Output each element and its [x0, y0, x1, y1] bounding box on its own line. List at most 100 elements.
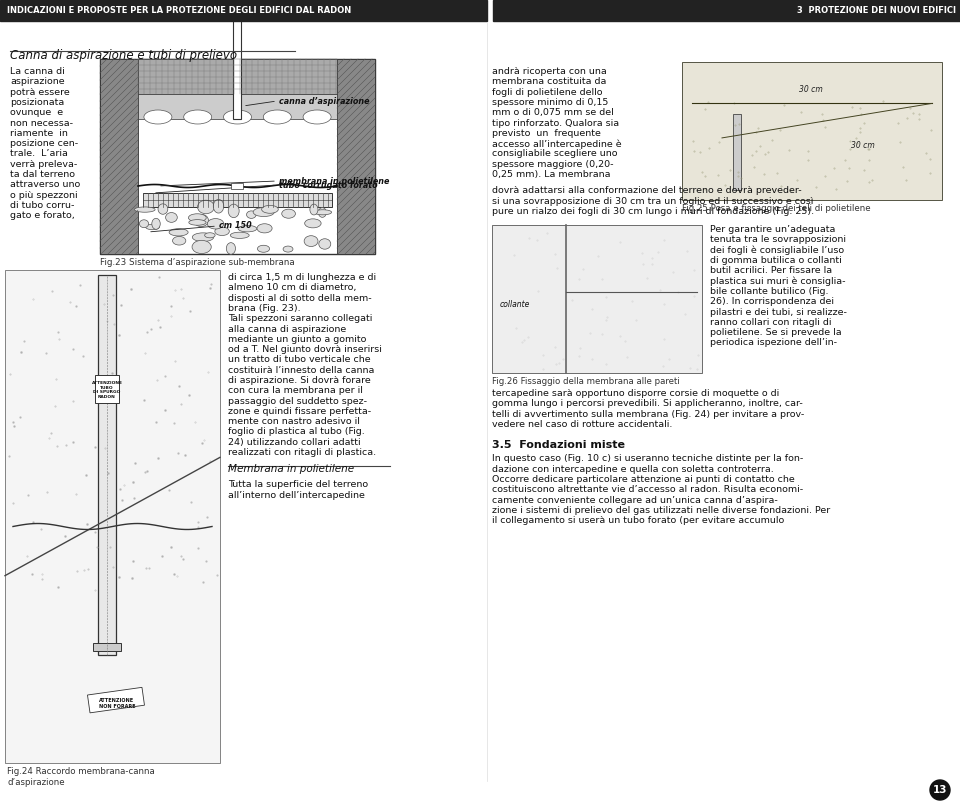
- Ellipse shape: [228, 204, 239, 218]
- Bar: [95, 375, 119, 403]
- Bar: [143, 193, 332, 207]
- Text: pilastri e dei tubi, si realizze-: pilastri e dei tubi, si realizze-: [710, 308, 847, 316]
- Text: ranno collari con ritagli di: ranno collari con ritagli di: [710, 318, 831, 327]
- Text: bile collante butilico (Fig.: bile collante butilico (Fig.: [710, 287, 828, 296]
- Bar: [100, 59, 375, 254]
- Text: periodica ispezione dell’in-: periodica ispezione dell’in-: [710, 339, 837, 348]
- Ellipse shape: [207, 219, 224, 229]
- Ellipse shape: [215, 227, 229, 235]
- Text: In questo caso (Fig. 10 c) si useranno tecniche distinte per la fon-: In questo caso (Fig. 10 c) si useranno t…: [492, 454, 804, 464]
- Text: posizionata: posizionata: [10, 98, 64, 107]
- Ellipse shape: [152, 219, 160, 229]
- Bar: [493, 0, 960, 21]
- Ellipse shape: [189, 219, 206, 225]
- Ellipse shape: [198, 200, 214, 214]
- Ellipse shape: [304, 235, 318, 247]
- Text: tubo corrugato forato: tubo corrugato forato: [279, 180, 377, 190]
- Text: vedere nel caso di rotture accidentali.: vedere nel caso di rotture accidentali.: [492, 420, 672, 429]
- Ellipse shape: [194, 215, 208, 227]
- Text: 3.5  Fondazioni miste: 3.5 Fondazioni miste: [492, 441, 625, 450]
- Text: plastica sui muri è consiglia-: plastica sui muri è consiglia-: [710, 276, 846, 286]
- Text: non necessa-: non necessa-: [10, 119, 73, 127]
- Ellipse shape: [213, 199, 224, 213]
- Text: INDICAZIONI E PROPOSTE PER LA PROTEZIONE DEGLI EDIFICI DAL RADON: INDICAZIONI E PROPOSTE PER LA PROTEZIONE…: [7, 6, 351, 15]
- Ellipse shape: [173, 236, 186, 245]
- Text: verrà preleva-: verrà preleva-: [10, 159, 77, 169]
- Bar: [98, 275, 116, 654]
- Bar: [231, 183, 243, 189]
- Bar: [138, 94, 337, 119]
- Text: butil acrilici. Per fissare la: butil acrilici. Per fissare la: [710, 267, 832, 276]
- Text: disposti al di sotto della mem-: disposti al di sotto della mem-: [228, 294, 372, 303]
- Text: passaggio del suddetto spez-: passaggio del suddetto spez-: [228, 396, 367, 405]
- Text: 30 cm: 30 cm: [799, 86, 823, 95]
- Ellipse shape: [144, 110, 172, 124]
- Text: gomma lungo i percorsi prevedibili. Si applicheranno, inoltre, car-: gomma lungo i percorsi prevedibili. Si a…: [492, 400, 803, 409]
- Ellipse shape: [139, 219, 149, 227]
- Text: realizzati con ritagli di plastica.: realizzati con ritagli di plastica.: [228, 448, 376, 457]
- Text: La canna di: La canna di: [10, 67, 64, 76]
- Ellipse shape: [146, 224, 159, 230]
- Text: Fig.24 Raccordo membrana-canna: Fig.24 Raccordo membrana-canna: [7, 767, 155, 776]
- Ellipse shape: [166, 212, 178, 223]
- Text: Occorre dedicare particolare attenzione ai punti di contatto che: Occorre dedicare particolare attenzione …: [492, 475, 795, 484]
- Text: 0,25 mm). La membrana: 0,25 mm). La membrana: [492, 170, 611, 179]
- Text: 13: 13: [933, 785, 948, 795]
- Text: zone e quindi fissare perfetta-: zone e quindi fissare perfetta-: [228, 407, 372, 416]
- Ellipse shape: [257, 245, 270, 252]
- Ellipse shape: [183, 110, 212, 124]
- Text: Tutta la superficie del terreno: Tutta la superficie del terreno: [228, 481, 368, 489]
- Text: di aspirazione. Si dovrà forare: di aspirazione. Si dovrà forare: [228, 376, 371, 385]
- Text: d’aspirazione: d’aspirazione: [7, 778, 64, 787]
- Text: tenuta tra le sovrapposizioni: tenuta tra le sovrapposizioni: [710, 235, 846, 244]
- Bar: [87, 687, 144, 713]
- Ellipse shape: [227, 243, 235, 254]
- Text: consigliabile scegliere uno: consigliabile scegliere uno: [492, 150, 617, 159]
- Ellipse shape: [192, 240, 211, 254]
- Ellipse shape: [169, 228, 188, 236]
- Text: o più spezzoni: o più spezzoni: [10, 191, 78, 199]
- Text: membrana in polietilene: membrana in polietilene: [279, 176, 390, 186]
- Text: zione i sistemi di prelievo del gas utilizzati nelle diverse fondazioni. Per: zione i sistemi di prelievo del gas util…: [492, 506, 830, 515]
- Text: aspirazione: aspirazione: [10, 78, 64, 87]
- Bar: [337, 59, 375, 254]
- Text: ta dal terreno: ta dal terreno: [10, 170, 75, 179]
- Text: posizione cen-: posizione cen-: [10, 139, 78, 148]
- Text: di gomma butilica o collanti: di gomma butilica o collanti: [710, 256, 842, 265]
- Bar: [682, 62, 942, 200]
- Text: 26). In corrispondenza dei: 26). In corrispondenza dei: [710, 297, 834, 306]
- Text: Fig.25 Posa e fissaggio dei teli di polietilene: Fig.25 Posa e fissaggio dei teli di poli…: [682, 204, 871, 213]
- Text: dazione con intercapedine e quella con soletta controterra.: dazione con intercapedine e quella con s…: [492, 465, 774, 473]
- Ellipse shape: [158, 203, 168, 215]
- Bar: [0, 0, 487, 21]
- Text: cm 150: cm 150: [219, 222, 252, 231]
- Bar: [492, 225, 702, 373]
- Bar: [138, 59, 337, 94]
- Text: ovunque  e: ovunque e: [10, 108, 63, 117]
- Text: con cura la membrana per il: con cura la membrana per il: [228, 386, 363, 396]
- Bar: [233, 0, 241, 119]
- Text: 24) utilizzando collari adatti: 24) utilizzando collari adatti: [228, 438, 361, 447]
- Text: tipo rinforzato. Qualora sia: tipo rinforzato. Qualora sia: [492, 119, 619, 127]
- Text: potrà essere: potrà essere: [10, 87, 70, 97]
- Text: di circa 1,5 m di lunghezza e di: di circa 1,5 m di lunghezza e di: [228, 273, 376, 282]
- Text: costituiscono altrettante vie d’accesso al radon. Risulta economi-: costituiscono altrettante vie d’accesso …: [492, 485, 804, 494]
- Bar: [733, 114, 741, 190]
- Text: mente con nastro adesivo il: mente con nastro adesivo il: [228, 417, 360, 426]
- Text: brana (Fig. 23).: brana (Fig. 23).: [228, 304, 300, 313]
- Bar: [93, 642, 121, 650]
- Ellipse shape: [304, 219, 321, 227]
- Text: riamente  in: riamente in: [10, 129, 68, 138]
- Ellipse shape: [204, 233, 215, 238]
- Text: previsto  un  frequente: previsto un frequente: [492, 129, 601, 138]
- Text: polietilene. Se si prevede la: polietilene. Se si prevede la: [710, 328, 842, 337]
- Text: almeno 10 cm di diametro,: almeno 10 cm di diametro,: [228, 284, 356, 292]
- Text: mediante un giunto a gomito: mediante un giunto a gomito: [228, 335, 367, 344]
- Text: membrana costituita da: membrana costituita da: [492, 78, 607, 87]
- Ellipse shape: [319, 239, 331, 249]
- Text: fogli di polietilene dello: fogli di polietilene dello: [492, 87, 603, 97]
- Text: alla canna di aspirazione: alla canna di aspirazione: [228, 324, 347, 333]
- Text: camente conveniente collegare ad un’unica canna d’aspira-: camente conveniente collegare ad un’unic…: [492, 496, 778, 505]
- Ellipse shape: [192, 233, 214, 242]
- Ellipse shape: [263, 110, 291, 124]
